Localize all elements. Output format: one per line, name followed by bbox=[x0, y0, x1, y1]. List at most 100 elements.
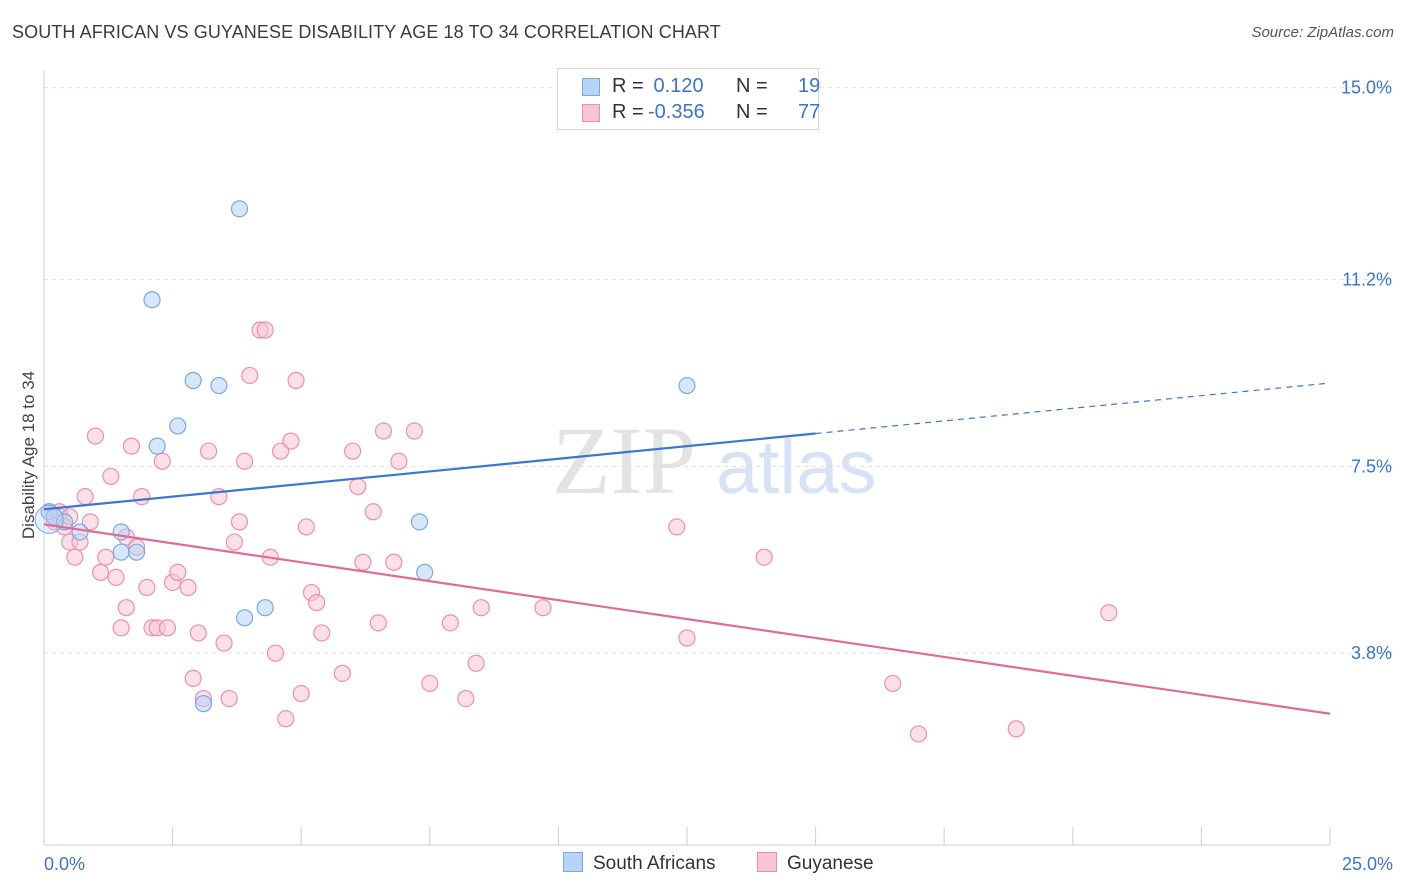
guyanese-point bbox=[668, 518, 686, 536]
legend-item-guyanese[interactable]: Guyanese bbox=[757, 852, 874, 875]
guyanese-point bbox=[241, 366, 259, 385]
south-africans-point bbox=[230, 200, 249, 218]
legend-n-label: N = bbox=[736, 101, 768, 123]
guyanese-point bbox=[333, 664, 351, 682]
south-africans-point bbox=[256, 599, 274, 617]
guyanese-point bbox=[153, 452, 171, 470]
south-africans-point bbox=[184, 371, 202, 390]
guyanese-point bbox=[189, 624, 207, 642]
guyanese-point bbox=[884, 674, 902, 693]
correlation-legend: R = 0.120 N = 19 R = -0.356 N = 77 bbox=[557, 68, 820, 130]
guyanese-trendline bbox=[43, 523, 1331, 715]
south-africans-point bbox=[143, 291, 161, 309]
guyanese-point bbox=[354, 553, 372, 571]
guyanese-point bbox=[1007, 720, 1025, 738]
guyanese-point bbox=[272, 442, 290, 460]
legend-n-label: N = bbox=[736, 75, 768, 97]
legend-r-value: -0.356 bbox=[648, 101, 705, 123]
guyanese-point bbox=[158, 619, 177, 637]
guyanese-point bbox=[755, 548, 773, 566]
legend-swatch-pink bbox=[757, 852, 777, 872]
south-africans-point bbox=[416, 563, 434, 581]
y-axis-label: Disability Age 18 to 34 bbox=[19, 371, 38, 539]
y-tick-label: 15.0% bbox=[1341, 78, 1392, 98]
guyanese-point bbox=[292, 684, 310, 703]
guyanese-point bbox=[266, 644, 285, 662]
guyanese-point bbox=[112, 619, 130, 637]
guyanese-point bbox=[467, 654, 485, 672]
guyanese-point bbox=[215, 634, 233, 652]
guyanese-point bbox=[86, 427, 105, 445]
legend-label: South Africans bbox=[593, 853, 716, 874]
legend-r-value: 0.120 bbox=[648, 75, 704, 97]
watermark-atlas: atlas bbox=[716, 425, 877, 510]
guyanese-point bbox=[81, 513, 99, 531]
legend-r-label: R = bbox=[612, 101, 644, 123]
south-africans-point bbox=[71, 523, 89, 541]
y-tick-label: 7.5% bbox=[1351, 456, 1392, 476]
guyanese-point bbox=[364, 503, 382, 521]
guyanese-point bbox=[909, 725, 928, 743]
guyanese-point bbox=[66, 548, 84, 566]
legend-item-south-africans[interactable]: South Africans bbox=[563, 852, 716, 875]
south-africans-point bbox=[678, 376, 696, 395]
south-africans-point bbox=[236, 609, 254, 627]
legend-label: Guyanese bbox=[787, 853, 874, 874]
guyanese-point bbox=[287, 371, 305, 390]
axis-layer bbox=[43, 70, 1331, 846]
x-tick-label: 0.0% bbox=[44, 854, 85, 874]
guyanese-point bbox=[230, 513, 249, 531]
south-africans-point bbox=[169, 417, 187, 435]
south-africans-point bbox=[410, 513, 429, 531]
guyanese-point bbox=[184, 669, 202, 687]
guyanese-point bbox=[1100, 604, 1118, 622]
south-africans-point bbox=[210, 376, 228, 395]
guyanese-point bbox=[344, 442, 362, 460]
guyanese-point bbox=[225, 533, 243, 551]
series-legend: South Africans Guyanese bbox=[0, 852, 1406, 878]
south-africans-point bbox=[148, 437, 166, 455]
legend-swatch-blue bbox=[582, 78, 600, 96]
guyanese-point bbox=[308, 594, 326, 612]
guyanese-point bbox=[133, 488, 151, 506]
watermark-zip: ZIP bbox=[552, 407, 696, 514]
guyanese-point bbox=[76, 488, 94, 506]
guyanese-point bbox=[200, 442, 218, 460]
guyanese-point bbox=[282, 432, 300, 450]
guyanese-point bbox=[441, 614, 459, 632]
guyanese-point bbox=[91, 563, 110, 581]
guyanese-point bbox=[385, 553, 403, 571]
south-africans-point bbox=[194, 695, 213, 713]
south-africans-point bbox=[127, 543, 146, 561]
guyanese-point bbox=[220, 689, 238, 708]
source-label: Source: ZipAtlas.com bbox=[1251, 24, 1394, 41]
guyanese-point bbox=[138, 578, 156, 597]
label-layer: 3.8% 7.5% 11.2% 15.0% 0.0% 25.0% bbox=[44, 78, 1393, 874]
legend-swatch-blue bbox=[563, 852, 583, 872]
south-africans-point bbox=[112, 543, 130, 561]
guyanese-point bbox=[374, 422, 393, 440]
guyanese-point bbox=[313, 624, 331, 642]
guyanese-point bbox=[369, 614, 387, 632]
legend-r-label: R = bbox=[612, 75, 644, 97]
watermark: ZIP atlas bbox=[552, 407, 877, 514]
x-tick-label: 25.0% bbox=[1342, 854, 1393, 874]
guyanese-point bbox=[179, 578, 197, 597]
guyanese-point bbox=[472, 599, 490, 617]
guyanese-point bbox=[102, 467, 120, 486]
chart-title: SOUTH AFRICAN VS GUYANESE DISABILITY AGE… bbox=[12, 22, 721, 42]
points-layer bbox=[34, 200, 1118, 743]
guyanese-point bbox=[390, 452, 408, 470]
legend-swatch-pink bbox=[582, 104, 600, 122]
guyanese-point bbox=[97, 548, 115, 566]
south-africans-trendline bbox=[43, 432, 816, 511]
trend-layer bbox=[43, 382, 1331, 715]
guyanese-point bbox=[297, 518, 315, 536]
guyanese-point bbox=[277, 710, 295, 728]
south-africans-trendline-extension bbox=[815, 382, 1325, 435]
guyanese-point bbox=[107, 568, 125, 587]
guyanese-point bbox=[256, 321, 274, 339]
guyanese-point bbox=[169, 563, 187, 581]
guyanese-point bbox=[405, 422, 423, 440]
